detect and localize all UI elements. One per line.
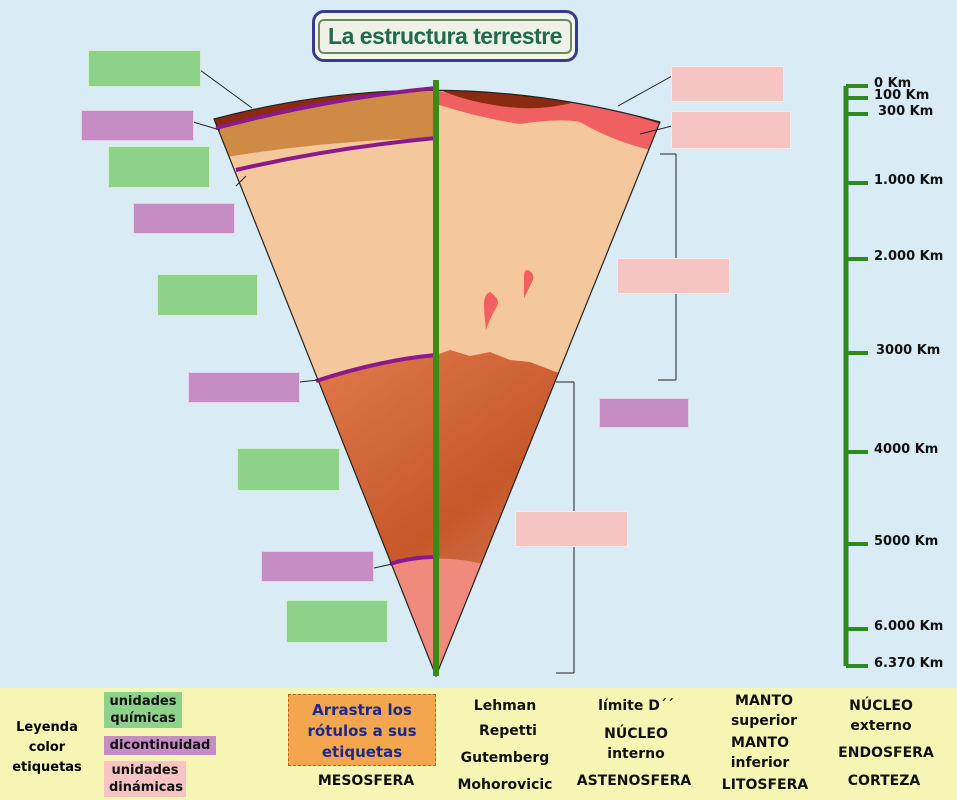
repetti-line	[235, 136, 437, 172]
magma-drop-small	[524, 270, 534, 298]
scale-tick-label: 6.370 Km	[874, 656, 944, 671]
legend-dynamic-units: unidades dinámicas	[104, 761, 186, 797]
drop-target-discontinuity-3[interactable]	[188, 372, 300, 403]
tile-limite-d[interactable]: límite D´´	[598, 698, 674, 714]
scale-tick-label: 3000 Km	[876, 343, 941, 358]
drop-target-discontinuity-4[interactable]	[261, 551, 374, 582]
label-tray: Leyenda color etiquetas unidades química…	[0, 688, 957, 800]
tile-nucleo-externo[interactable]: NÚCLEO externo	[849, 698, 913, 734]
tile-gutemberg[interactable]: Gutemberg	[460, 750, 550, 766]
depth-scale	[843, 84, 868, 668]
title-frame: La estructura terrestre	[312, 10, 578, 62]
drop-target-dynamic-3[interactable]	[617, 258, 730, 294]
legend-discontinuity: dicontinuidad	[104, 736, 216, 755]
legend-chemical-units: unidades químicas	[104, 692, 182, 728]
drop-target-dynamic-1[interactable]	[671, 66, 784, 102]
tile-litosfera[interactable]: LITOSFERA	[721, 777, 809, 793]
page-title: La estructura terrestre	[318, 18, 572, 54]
tile-astenosfera[interactable]: ASTENOSFERA	[576, 773, 692, 789]
tile-nucleo-interno[interactable]: NÚCLEO interno	[604, 726, 668, 762]
drop-target-discontinuity-5[interactable]	[599, 398, 689, 428]
tile-mohorovicic[interactable]: Mohorovicic	[457, 777, 553, 793]
scale-tick-label: 2.000 Km	[874, 249, 944, 264]
scale-tick-label: 1.000 Km	[874, 173, 944, 188]
scale-tick-label: 4000 Km	[874, 442, 939, 457]
tile-manto-inferior[interactable]: MANTO inferior	[730, 735, 790, 771]
tile-lehman[interactable]: Lehman	[473, 698, 537, 714]
instruction-box: Arrastra los rótulos a sus etiquetas	[288, 694, 436, 766]
tile-manto-superior[interactable]: MANTO superior	[730, 693, 798, 729]
lehman-line	[389, 555, 437, 566]
drop-target-chemical-3[interactable]	[157, 274, 258, 316]
legend-title: Leyenda color etiquetas	[12, 720, 82, 775]
drop-target-chemical-5[interactable]	[286, 600, 388, 643]
scale-tick-label: 300 Km	[878, 104, 934, 119]
drop-target-chemical-4[interactable]	[237, 448, 340, 491]
scale-tick-label: 5000 Km	[874, 534, 939, 549]
drop-target-chemical-2[interactable]	[108, 146, 210, 188]
tile-repetti[interactable]: Repetti	[479, 723, 537, 739]
earth-structure-diagram	[192, 69, 868, 678]
drop-target-chemical-1[interactable]	[88, 50, 201, 87]
drop-target-discontinuity-2[interactable]	[133, 203, 235, 234]
magma-drop-large	[484, 292, 498, 330]
drop-target-dynamic-2[interactable]	[671, 111, 791, 149]
drop-target-discontinuity-1[interactable]	[81, 110, 194, 141]
tile-corteza[interactable]: CORTEZA	[847, 773, 921, 789]
tile-endosfera[interactable]: ENDOSFERA	[838, 745, 934, 761]
tile-mesosfera[interactable]: MESOSFERA	[317, 773, 415, 789]
gutemberg-line	[315, 353, 437, 383]
scale-tick-label: 6.000 Km	[874, 619, 944, 634]
drop-target-dynamic-4[interactable]	[515, 511, 628, 547]
scale-tick-label: 100 Km	[874, 88, 930, 103]
mohorovicic-line	[215, 86, 437, 130]
scale-tick-label: 0 Km	[874, 76, 912, 91]
